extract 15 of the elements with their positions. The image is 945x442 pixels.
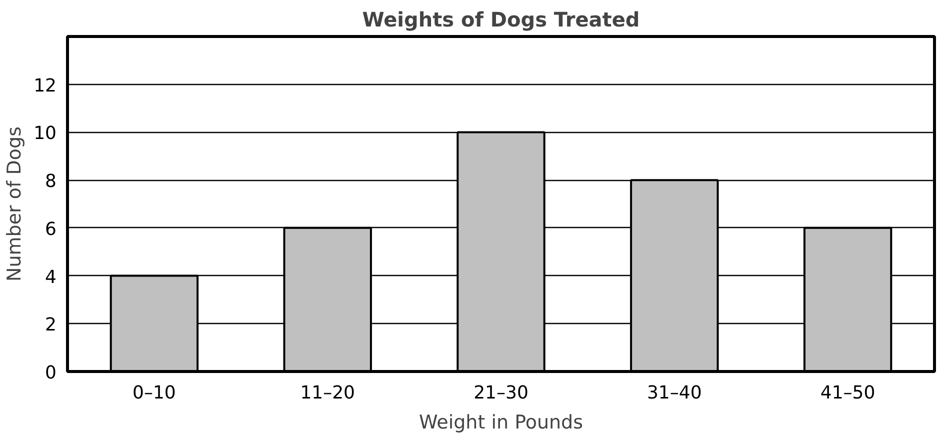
y-tick-label: 0 — [45, 362, 56, 384]
y-tick-label: 10 — [34, 123, 56, 144]
y-tick-label: 12 — [34, 75, 56, 96]
y-tick-label: 4 — [45, 266, 56, 288]
x-tick-label: 0–10 — [132, 382, 176, 404]
x-tick-label: 21–30 — [474, 382, 528, 404]
y-tick-label: 8 — [45, 171, 56, 192]
x-tick-label: 11–20 — [300, 382, 356, 404]
y-axis-title: Number of Dogs — [4, 126, 26, 282]
x-tick-label: 41–50 — [820, 382, 876, 404]
chart-title: Weights of Dogs Treated — [362, 8, 640, 32]
x-axis-title: Weight in Pounds — [418, 412, 584, 434]
y-tick-label: 2 — [45, 314, 56, 336]
x-tick-label: 31–40 — [646, 382, 702, 404]
y-tick-label: 6 — [45, 218, 56, 240]
